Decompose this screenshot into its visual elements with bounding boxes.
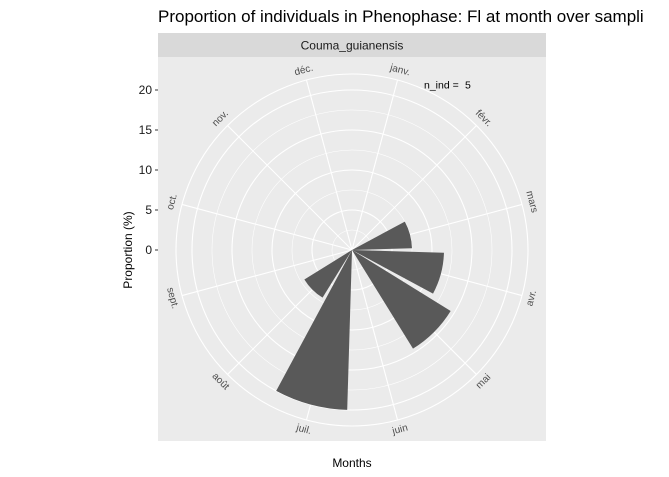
month-label-6: juil. xyxy=(294,422,312,437)
grid-ring xyxy=(251,149,453,351)
y-tick-label: 0 xyxy=(145,243,152,257)
grid-spoke xyxy=(305,79,353,251)
y-axis-title: Proportion (%) xyxy=(121,211,135,288)
facet-strip xyxy=(158,33,546,57)
bars xyxy=(276,221,451,410)
bar-3 xyxy=(352,250,444,294)
month-label-5: juin xyxy=(390,422,409,437)
grid-spoke xyxy=(181,249,353,297)
facet-label: Couma_guianensis xyxy=(301,39,404,53)
month-label-8: sept. xyxy=(164,286,180,310)
grid-ring xyxy=(311,209,393,291)
n-ind-value: 5 xyxy=(465,80,471,92)
y-tick-label: 20 xyxy=(139,83,153,97)
grid-rings xyxy=(175,73,529,427)
grid-spoke xyxy=(351,79,399,251)
y-tick-label: 10 xyxy=(139,163,153,177)
month-label-9: oct. xyxy=(165,193,180,211)
y-axis: 0 5 10 15 20 xyxy=(139,83,158,257)
bar-2 xyxy=(352,221,412,250)
grid-ring xyxy=(231,129,473,371)
grid-ring xyxy=(331,229,373,271)
grid-spoke xyxy=(351,125,477,251)
grid-ring xyxy=(291,189,413,311)
month-label-11: déc. xyxy=(293,63,314,79)
month-label-3: avr. xyxy=(524,289,539,307)
grid-spoke xyxy=(351,249,399,421)
grid-spoke xyxy=(181,203,353,251)
grid-ring-outer xyxy=(175,73,529,427)
n-ind-label: n_ind = xyxy=(424,80,459,92)
month-label-0: janv. xyxy=(388,62,412,78)
chart-title: Proportion of individuals in Phenophase:… xyxy=(158,7,644,26)
grid-ring xyxy=(271,169,433,331)
y-tick-label: 5 xyxy=(145,203,152,217)
bar-6 xyxy=(276,250,352,410)
bar-7 xyxy=(304,250,352,298)
grid-ring xyxy=(191,89,513,411)
bar-4 xyxy=(352,250,451,349)
grid-ring xyxy=(211,109,493,391)
grid-spoke xyxy=(227,125,353,251)
x-axis-title: Months xyxy=(332,456,371,470)
y-tick-label: 15 xyxy=(139,123,153,137)
